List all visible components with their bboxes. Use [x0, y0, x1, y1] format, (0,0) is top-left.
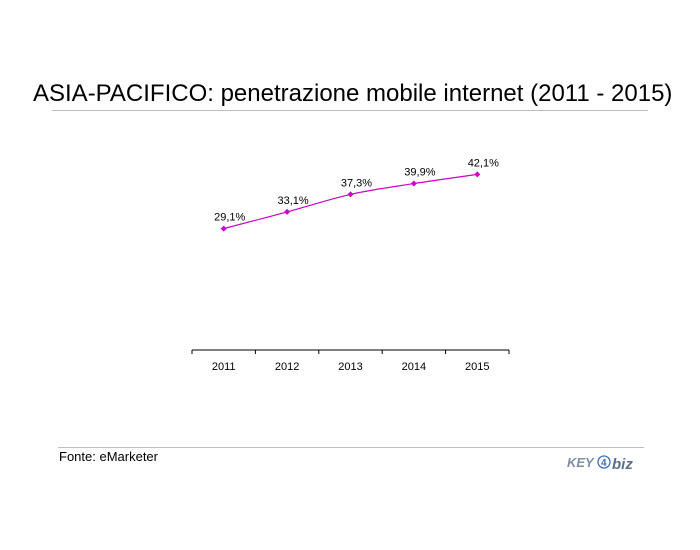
footer-divider: [58, 447, 644, 448]
logo-circle-icon: [597, 455, 611, 469]
logo-4-text: 4: [601, 458, 607, 469]
data-point: [474, 171, 481, 178]
data-label: 42,1%: [468, 157, 499, 169]
data-point: [347, 191, 354, 198]
chart-title: ASIA-PACIFICO: penetrazione mobile inter…: [33, 80, 673, 107]
data-label: 37,3%: [341, 177, 372, 189]
data-point: [220, 225, 227, 232]
x-tick-label: 2011: [212, 361, 236, 373]
x-tick-label: 2015: [465, 361, 489, 373]
x-tick-label: 2014: [402, 361, 426, 373]
logo-biz-text: biz: [612, 456, 633, 473]
line-chart: 2011 2012 2013 2014 2015 29,1% 33,1% 37,3% 39,9…: [191, 157, 510, 373]
key4biz-logo: KEY 4 biz: [567, 455, 633, 473]
x-axis: 2011 2012 2013 2014 2015: [191, 349, 510, 373]
data-points: [220, 171, 481, 232]
logo-key-text: KEY: [567, 455, 595, 470]
data-point: [410, 180, 417, 187]
x-tick-label: 2012: [275, 361, 299, 373]
data-label: 33,1%: [277, 195, 308, 207]
data-point: [284, 208, 291, 215]
source-note: Fonte: eMarketer: [59, 449, 158, 464]
data-label: 39,9%: [404, 167, 435, 179]
x-tick-label: 2013: [338, 361, 362, 373]
data-label: 29,1%: [214, 212, 245, 224]
title-divider: [52, 110, 648, 111]
data-labels: 29,1% 33,1% 37,3% 39,9% 42,1%: [214, 157, 499, 223]
